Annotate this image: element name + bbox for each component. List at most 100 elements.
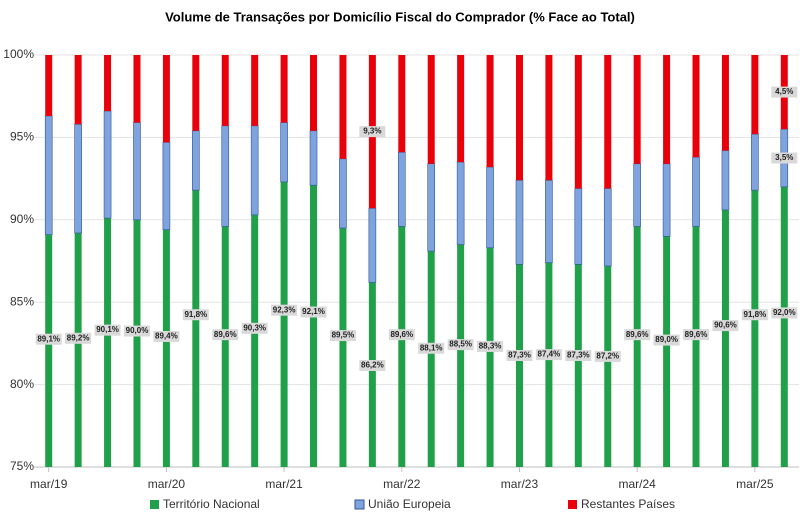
bar-segment	[663, 236, 671, 467]
x-tick-label: mar/19	[30, 477, 68, 491]
data-label: 88,5%	[449, 340, 472, 349]
data-label: 87,3%	[508, 351, 531, 360]
bar-segment	[74, 55, 82, 125]
bar-segment	[604, 265, 612, 467]
data-label: 89,6%	[214, 330, 237, 339]
bar-segment	[280, 181, 288, 467]
bar-segment	[103, 110, 112, 219]
bar-segment	[457, 244, 465, 467]
x-tick-label: mar/22	[383, 477, 421, 491]
bar-segment	[339, 55, 347, 159]
bar-segment	[545, 55, 553, 181]
label-bg	[271, 304, 298, 316]
label-bg	[624, 329, 651, 341]
label-bg	[771, 307, 798, 319]
label-bg	[447, 339, 474, 351]
bar-segment	[192, 55, 200, 131]
label-bg	[771, 86, 798, 98]
bar-segment	[339, 228, 347, 467]
data-label: 89,6%	[685, 330, 708, 339]
bar-segment	[751, 190, 759, 468]
bar-segment	[663, 55, 671, 164]
data-label: 87,3%	[567, 351, 590, 360]
data-label: 90,3%	[243, 323, 266, 332]
label-bg	[712, 320, 739, 332]
bar-segment	[104, 55, 112, 112]
chart-title: Volume de Transações por Domicílio Fisca…	[165, 9, 635, 24]
bar-segment	[545, 179, 553, 263]
bar-segment	[486, 55, 494, 168]
bar-segment	[280, 122, 288, 183]
bar-segment	[574, 55, 582, 189]
y-tick-label: 100%	[3, 47, 34, 61]
bar-segment	[133, 122, 141, 221]
x-tick-label: mar/25	[736, 477, 774, 491]
data-label: 89,6%	[626, 330, 649, 339]
bar-segment	[162, 229, 170, 467]
y-tick-label: 75%	[10, 459, 34, 473]
bar-segment	[692, 55, 700, 158]
legend-swatch	[568, 500, 577, 509]
bar-segment	[457, 55, 465, 163]
data-label: 92,1%	[302, 307, 325, 316]
bar-segment	[310, 55, 318, 131]
legend-swatch	[150, 500, 159, 509]
bar-segment	[456, 161, 465, 245]
bar-segment	[44, 115, 53, 235]
bar-segment	[515, 55, 523, 181]
bar-segment	[74, 123, 82, 234]
label-bg	[359, 359, 386, 371]
bar-segment	[192, 130, 200, 191]
bar-segment	[397, 151, 406, 227]
data-label: 91,8%	[184, 310, 207, 319]
bar-segment	[250, 125, 259, 216]
label-bg	[300, 306, 327, 318]
label-bg	[653, 334, 680, 346]
bar-segment	[662, 163, 671, 237]
label-bg	[123, 325, 150, 337]
bar-segment	[133, 219, 141, 467]
bar-segment	[515, 264, 523, 467]
data-label: 88,1%	[420, 343, 443, 352]
y-tick-label: 90%	[10, 212, 34, 226]
x-tick-label: mar/21	[265, 477, 303, 491]
x-tick-label: mar/23	[501, 477, 539, 491]
bar-segment	[398, 226, 406, 467]
bar-segment	[486, 247, 494, 467]
data-label: 89,1%	[37, 334, 60, 343]
bar-segment	[368, 207, 377, 283]
bar-segment	[309, 130, 318, 186]
bar-segment	[692, 156, 700, 227]
label-bg	[683, 329, 710, 341]
bar-segment	[574, 188, 583, 265]
label-bg	[477, 340, 504, 352]
data-label: 87,2%	[596, 352, 619, 361]
bar-segment	[721, 209, 729, 468]
data-label: 89,2%	[67, 333, 90, 342]
label-bg	[65, 332, 92, 344]
bar-segment	[221, 226, 229, 467]
data-label: 89,0%	[655, 335, 678, 344]
bar-segment	[104, 218, 112, 467]
y-tick-label: 95%	[10, 130, 34, 144]
bar-segment	[133, 55, 141, 123]
bar-segment	[751, 133, 759, 191]
data-label: 9,3%	[363, 127, 381, 136]
label-bg	[565, 350, 592, 362]
data-label: 92,3%	[273, 305, 296, 314]
bar-segment	[515, 179, 524, 265]
bar-segment	[427, 55, 435, 164]
bar-segment	[780, 186, 788, 467]
data-label: 4,5%	[775, 87, 793, 96]
x-tick-label: mar/24	[618, 477, 656, 491]
data-label: 90,6%	[714, 321, 737, 330]
bar-segment	[574, 264, 582, 467]
bar-segment	[74, 232, 82, 467]
label-bg	[94, 324, 121, 336]
bar-segment	[545, 262, 553, 467]
bar-segment	[427, 163, 436, 252]
label-bg	[359, 126, 386, 138]
data-label: 92,0%	[773, 308, 796, 317]
